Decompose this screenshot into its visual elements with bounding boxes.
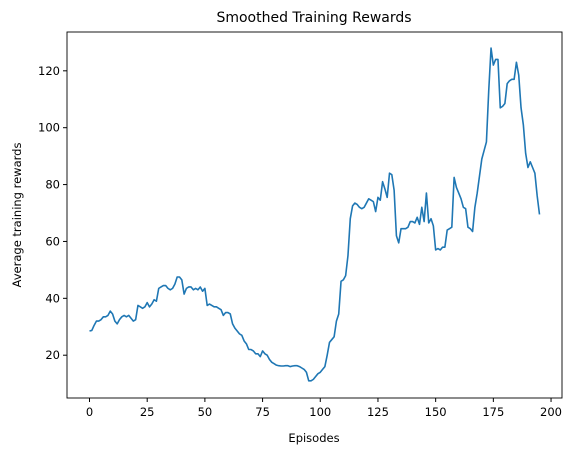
x-tick-label: 150: [425, 405, 447, 419]
y-axis-label: Average training rewards: [10, 143, 24, 288]
y-tick-label: 120: [38, 64, 60, 78]
x-tick-label: 0: [86, 405, 93, 419]
y-tick-label: 80: [45, 178, 60, 192]
x-tick-label: 175: [482, 405, 504, 419]
line-series: [89, 47, 541, 382]
plot-frame: [66, 31, 563, 399]
x-tick-label: 100: [309, 405, 331, 419]
y-tick-label: 40: [45, 291, 60, 305]
y-tick-label: 60: [45, 234, 60, 248]
chart-title: Smoothed Training Rewards: [216, 10, 411, 26]
x-tick-label: 50: [198, 405, 213, 419]
x-axis-label: Episodes: [288, 431, 339, 445]
x-tick-label: 125: [367, 405, 389, 419]
x-tick-label: 75: [255, 405, 270, 419]
y-tick-label: 20: [45, 348, 60, 362]
x-tick-label: 25: [140, 405, 155, 419]
x-tick-label: 200: [540, 405, 562, 419]
y-tick-label: 100: [38, 121, 60, 135]
